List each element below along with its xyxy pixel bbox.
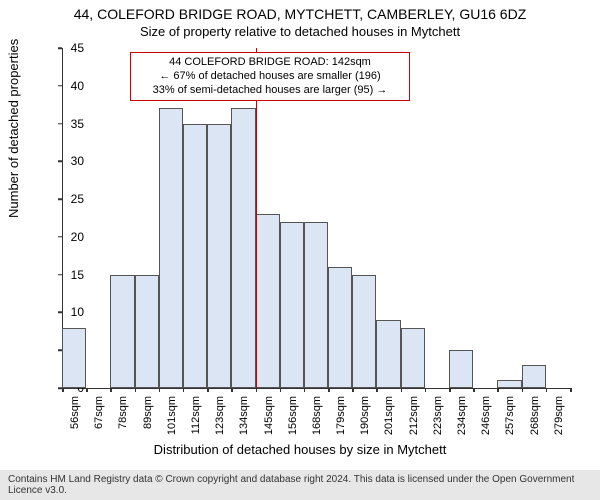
histogram-bar [135,275,159,388]
histogram-bar [183,124,207,388]
callout-line: 33% of semi-detached houses are larger (… [137,84,403,98]
x-tick-mark [497,388,499,392]
x-tick-label: 190sqm [359,396,371,435]
x-tick-mark [376,388,378,392]
chart-subtitle: Size of property relative to detached ho… [0,24,600,39]
x-tick-mark [570,388,572,392]
x-tick-label: 123sqm [214,396,226,435]
x-tick-label: 134sqm [238,396,250,435]
x-tick-mark [304,388,306,392]
y-tick-mark [58,123,62,125]
y-tick-mark [58,85,62,87]
chart-root: 44, COLEFORD BRIDGE ROAD, MYTCHETT, CAMB… [0,0,600,500]
x-tick-mark [546,388,548,392]
x-tick-label: 67sqm [93,396,105,429]
x-tick-mark [473,388,475,392]
x-tick-mark [110,388,112,392]
x-tick-mark [159,388,161,392]
x-tick-label: 257sqm [504,396,516,435]
x-tick-mark [231,388,233,392]
x-tick-label: 179sqm [335,396,347,435]
x-tick-label: 268sqm [529,396,541,435]
histogram-bar [256,214,280,388]
histogram-bar [159,108,183,388]
chart-title: 44, COLEFORD BRIDGE ROAD, MYTCHETT, CAMB… [0,6,600,22]
x-tick-label: 223sqm [432,396,444,435]
x-tick-mark [62,388,64,392]
histogram-bar [207,124,231,388]
x-tick-label: 112sqm [190,396,202,434]
x-tick-label: 78sqm [117,396,129,429]
callout-line: 44 COLEFORD BRIDGE ROAD: 142sqm [137,56,403,70]
histogram-bar [304,222,328,388]
x-axis-label: Distribution of detached houses by size … [0,442,600,457]
x-tick-mark [135,388,137,392]
footer-attribution: Contains HM Land Registry data © Crown c… [0,470,600,500]
x-tick-label: 279sqm [553,396,565,435]
x-tick-mark [207,388,209,392]
histogram-bar [62,328,86,388]
x-tick-mark [328,388,330,392]
x-tick-mark [256,388,258,392]
x-tick-mark [183,388,185,392]
y-tick-mark [58,198,62,200]
x-tick-mark [401,388,403,392]
histogram-bar [280,222,304,388]
y-tick-mark [58,236,62,238]
callout-box: 44 COLEFORD BRIDGE ROAD: 142sqm← 67% of … [130,52,410,101]
x-tick-mark [280,388,282,392]
histogram-bar [328,267,352,388]
y-tick-mark [58,312,62,314]
y-axis-label: Number of detached properties [6,39,21,218]
histogram-bar [449,350,473,388]
x-tick-label: 212sqm [408,396,420,435]
x-tick-mark [425,388,427,392]
y-tick-mark [58,274,62,276]
x-tick-label: 246sqm [480,396,492,435]
x-tick-label: 101sqm [166,396,178,435]
x-tick-label: 56sqm [69,396,81,429]
y-tick-mark [58,161,62,163]
histogram-bar [231,108,255,388]
x-tick-mark [449,388,451,392]
x-tick-mark [86,388,88,392]
histogram-bar [401,328,425,388]
histogram-bar [110,275,134,388]
x-tick-mark [522,388,524,392]
x-tick-label: 145sqm [263,396,275,435]
x-tick-label: 156sqm [287,396,299,435]
y-tick-mark [58,47,62,49]
histogram-bar [522,365,546,388]
x-tick-mark [352,388,354,392]
callout-line: ← 67% of detached houses are smaller (19… [137,70,403,84]
histogram-bar [497,380,521,388]
histogram-bar [376,320,400,388]
x-tick-label: 201sqm [383,396,395,435]
x-tick-label: 234sqm [456,396,468,435]
x-tick-label: 89sqm [142,396,154,429]
x-tick-label: 168sqm [311,396,323,435]
histogram-bar [352,275,376,388]
